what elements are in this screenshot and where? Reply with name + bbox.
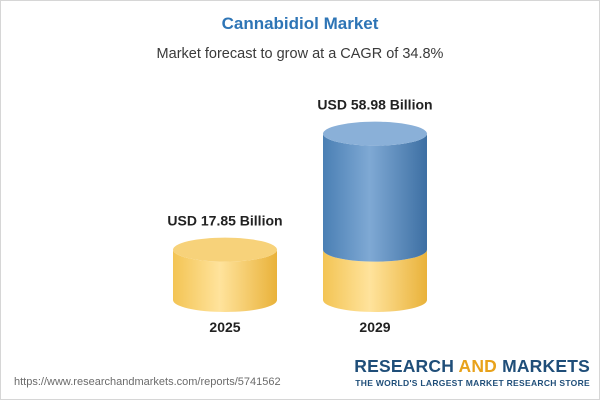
source-url[interactable]: https://www.researchandmarkets.com/repor… [14, 376, 281, 388]
brand-research: RESEARCH [354, 356, 455, 376]
bar-2025-base [173, 249, 277, 312]
bar-2029-growth [323, 133, 427, 262]
bar-2029-base [323, 249, 427, 312]
bar-2029-growth-top [323, 121, 427, 146]
brand-markets: MARKETS [502, 356, 590, 376]
brand-name: RESEARCH AND MARKETS [354, 356, 590, 377]
chart-subtitle: Market forecast to grow at a CAGR of 34.… [156, 46, 444, 62]
category-label-2029: 2029 [359, 319, 390, 335]
brand-logo: RESEARCH AND MARKETS THE WORLD'S LARGEST… [354, 356, 590, 388]
value-label-2025: USD 17.85 Billion [167, 213, 282, 229]
brand-tagline: THE WORLD'S LARGEST MARKET RESEARCH STOR… [355, 378, 590, 388]
chart-title: Cannabidiol Market [221, 14, 379, 33]
value-label-2029: USD 58.98 Billion [317, 97, 432, 113]
brand-and: AND [458, 356, 497, 376]
category-label-2025: 2025 [209, 319, 240, 335]
bar-2025-base-top [173, 237, 277, 262]
